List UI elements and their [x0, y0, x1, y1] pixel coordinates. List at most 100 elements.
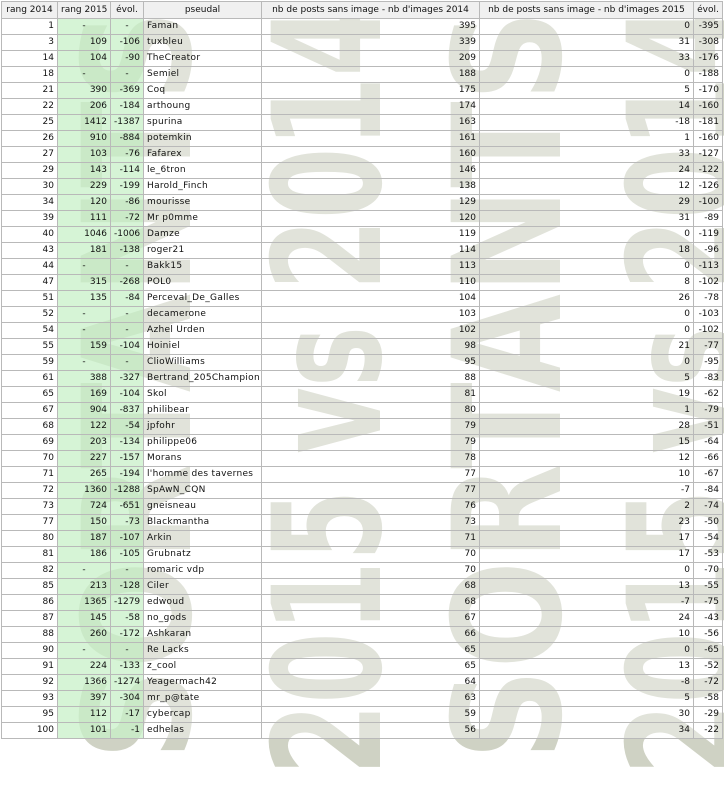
cell-posts-evolution: -51: [693, 418, 723, 435]
cell-rank-2014: 25: [1, 114, 58, 131]
cell-rank-2015: -: [57, 258, 111, 275]
cell-posts-2015: 5: [479, 370, 694, 387]
cell-posts-2015: 1: [479, 130, 694, 147]
cell-posts-2014: 129: [261, 194, 480, 211]
cell-rank-2015: -: [57, 18, 111, 35]
cell-pseudo: Mr p0mme: [143, 210, 262, 227]
cell-posts-2015: 0: [479, 226, 694, 243]
cell-rank-2015: 122: [57, 418, 111, 435]
cell-posts-evolution: -113: [693, 258, 723, 275]
cell-posts-2015: 17: [479, 546, 694, 563]
cell-rank-2014: 73: [1, 498, 58, 515]
cell-rank-2014: 77: [1, 514, 58, 531]
cell-rank-2014: 44: [1, 258, 58, 275]
table-row: 44- - Bakk15 113 0 -113: [1, 258, 723, 275]
cell-posts-2014: 77: [261, 482, 480, 499]
cell-posts-2014: 64: [261, 674, 480, 691]
cell-rank-2015: 203: [57, 434, 111, 451]
cell-posts-evolution: -58: [693, 690, 723, 707]
cell-rank-evolution: -: [110, 18, 144, 35]
cell-rank-evolution: -: [110, 66, 144, 83]
cell-rank-evolution: -114: [110, 162, 144, 179]
cell-rank-2014: 67: [1, 402, 58, 419]
cell-posts-2014: 70: [261, 562, 480, 579]
cell-rank-2014: 55: [1, 338, 58, 355]
cell-posts-2014: 68: [261, 578, 480, 595]
cell-rank-2014: 18: [1, 66, 58, 83]
cell-pseudo: potemkin: [143, 130, 262, 147]
cell-pseudo: Harold_Finch: [143, 178, 262, 195]
cell-pseudo: le_6tron: [143, 162, 262, 179]
cell-posts-evolution: -77: [693, 338, 723, 355]
cell-rank-2015: 187: [57, 530, 111, 547]
cell-pseudo: SpAwN_CQN: [143, 482, 262, 499]
cell-rank-2015: 1046: [57, 226, 111, 243]
table-row: 54- - Azhel Urden 102 0 -102: [1, 322, 723, 339]
table-row: 88 260 -172 Ashkaran 66 10 -56: [1, 626, 723, 643]
cell-posts-2014: 88: [261, 370, 480, 387]
cell-posts-2015: 0: [479, 322, 694, 339]
cell-posts-evolution: -79: [693, 402, 723, 419]
cell-posts-2015: 31: [479, 210, 694, 227]
table-row: 3 109 -106 tuxbleu 339 31 -308: [1, 34, 723, 51]
cell-posts-evolution: -160: [693, 130, 723, 147]
cell-rank-2014: 27: [1, 146, 58, 163]
cell-rank-evolution: -1387: [110, 114, 144, 131]
cell-posts-2014: 63: [261, 690, 480, 707]
cell-posts-2015: 13: [479, 578, 694, 595]
cell-pseudo: Bakk15: [143, 258, 262, 275]
cell-rank-evolution: -1006: [110, 226, 144, 243]
cell-posts-evolution: -50: [693, 514, 723, 531]
table-row: 26 910 -884 potemkin 161 1 -160: [1, 130, 723, 147]
cell-pseudo: gneisneau: [143, 498, 262, 515]
cell-posts-evolution: -67: [693, 466, 723, 483]
cell-posts-evolution: -72: [693, 674, 723, 691]
cell-rank-2014: 65: [1, 386, 58, 403]
cell-posts-2015: 0: [479, 258, 694, 275]
cell-posts-evolution: -62: [693, 386, 723, 403]
table-row: 59- - ClioWilliams 95 0 -95: [1, 354, 723, 371]
cell-posts-evolution: -119: [693, 226, 723, 243]
cell-rank-evolution: -304: [110, 690, 144, 707]
cell-rank-2015: 260: [57, 626, 111, 643]
cell-rank-2015: 143: [57, 162, 111, 179]
cell-pseudo: philibear: [143, 402, 262, 419]
cell-posts-2015: 33: [479, 146, 694, 163]
cell-pseudo: Faman: [143, 18, 262, 35]
cell-rank-2014: 82: [1, 562, 58, 579]
cell-pseudo: tuxbleu: [143, 34, 262, 51]
cell-posts-evolution: -95: [693, 354, 723, 371]
cell-posts-2014: 119: [261, 226, 480, 243]
cell-rank-2014: 70: [1, 450, 58, 467]
cell-posts-2014: 103: [261, 306, 480, 323]
cell-posts-2014: 73: [261, 514, 480, 531]
cell-rank-2014: 54: [1, 322, 58, 339]
cell-rank-evolution: -58: [110, 610, 144, 627]
cell-posts-2015: 1: [479, 402, 694, 419]
cell-rank-2014: 86: [1, 594, 58, 611]
cell-rank-2015: 111: [57, 210, 111, 227]
cell-posts-2014: 95: [261, 354, 480, 371]
cell-rank-2015: 109: [57, 34, 111, 51]
cell-pseudo: Bertrand_205Champion: [143, 370, 262, 387]
cell-pseudo: Grubnatz: [143, 546, 262, 563]
cell-posts-2015: 8: [479, 274, 694, 291]
cell-rank-evolution: -73: [110, 514, 144, 531]
col-header-rank-evolution: évol.: [110, 1, 144, 19]
cell-rank-2015: 103: [57, 146, 111, 163]
cell-rank-evolution: -651: [110, 498, 144, 515]
cell-posts-evolution: -122: [693, 162, 723, 179]
cell-posts-2015: 28: [479, 418, 694, 435]
cell-rank-evolution: -134: [110, 434, 144, 451]
cell-rank-evolution: -184: [110, 98, 144, 115]
cell-pseudo: decamerone: [143, 306, 262, 323]
cell-rank-evolution: -86: [110, 194, 144, 211]
cell-posts-2014: 81: [261, 386, 480, 403]
cell-rank-2014: 92: [1, 674, 58, 691]
table-row: 72 1360 -1288 SpAwN_CQN 77 -7 -84: [1, 482, 723, 499]
cell-posts-2015: 17: [479, 530, 694, 547]
table-row: 85 213 -128 Ciler 68 13 -55: [1, 578, 723, 595]
cell-posts-2015: 26: [479, 290, 694, 307]
cell-rank-evolution: -172: [110, 626, 144, 643]
col-header-posts-2014: nb de posts sans image - nb d'images 201…: [261, 1, 480, 19]
